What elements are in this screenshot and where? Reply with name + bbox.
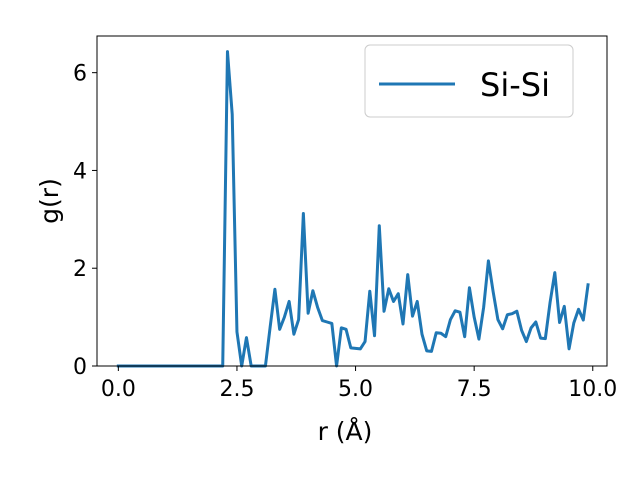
plot-area xyxy=(96,35,608,368)
legend: Si-Si xyxy=(364,44,574,118)
x-axis-label: r (Å) xyxy=(318,417,373,446)
x-tick-label: 5.0 xyxy=(338,377,373,402)
x-tick-label: 7.5 xyxy=(457,377,492,402)
axis-ticks: 0.0 2.5 5.0 7.5 10.0 0 2 4 6 xyxy=(73,62,617,402)
y-axis-label: g(r) xyxy=(35,178,64,224)
y-tick-label: 2 xyxy=(73,257,87,282)
x-tick-label: 10.0 xyxy=(568,377,617,402)
x-tick-label: 0.0 xyxy=(101,377,136,402)
legend-box xyxy=(364,44,574,118)
y-tick-label: 4 xyxy=(73,159,87,184)
legend-label: Si-Si xyxy=(480,66,550,104)
y-tick-label: 6 xyxy=(73,62,87,87)
y-tick-label: 0 xyxy=(73,355,87,380)
axes-frame xyxy=(96,35,608,367)
x-tick-label: 2.5 xyxy=(219,377,254,402)
